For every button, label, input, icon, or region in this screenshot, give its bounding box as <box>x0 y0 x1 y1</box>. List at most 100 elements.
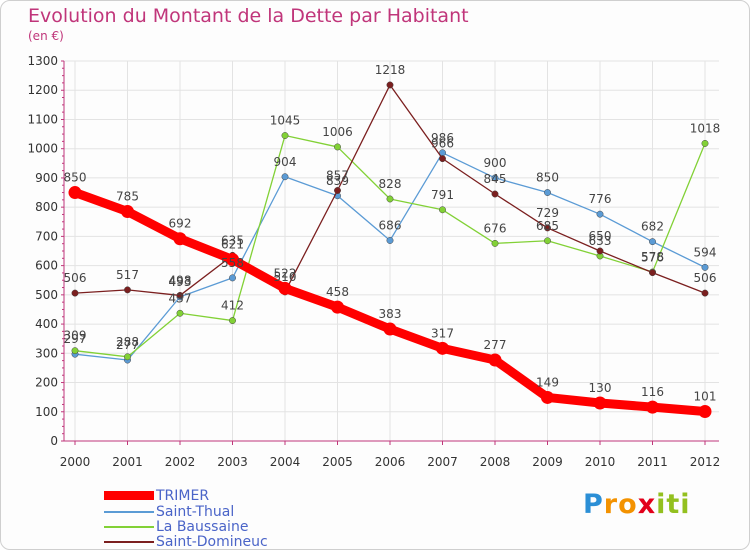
data-label-saint-domineuc: 650 <box>589 229 612 243</box>
data-point-la-baussaine <box>229 317 236 325</box>
data-point-trimer <box>383 322 397 336</box>
data-label-trimer: 277 <box>484 338 507 352</box>
data-point-saint-domineuc <box>176 291 184 299</box>
y-tick-label: 800 <box>35 200 58 214</box>
data-point-trimer <box>593 396 607 410</box>
data-label-la-baussaine: 1018 <box>690 121 721 135</box>
data-point-trimer <box>436 341 449 355</box>
data-point-saint-thual <box>229 274 236 282</box>
data-label-saint-domineuc: 498 <box>169 273 192 287</box>
legend-item-saint-thual: Saint-Thual <box>104 504 234 520</box>
data-label-saint-domineuc: 635 <box>221 233 244 247</box>
data-point-trimer <box>173 232 187 246</box>
data-label-la-baussaine: 828 <box>379 177 402 191</box>
x-tick-label: 2000 <box>60 455 91 469</box>
data-label-la-baussaine: 412 <box>221 299 244 313</box>
legend-item-trimer: TRIMER <box>104 487 210 504</box>
data-point-saint-domineuc <box>544 224 551 232</box>
data-point-la-baussaine <box>176 309 184 317</box>
data-label-saint-domineuc: 857 <box>326 168 349 182</box>
legend-label-trimer: TRIMER <box>156 487 210 504</box>
data-label-trimer: 383 <box>379 307 402 321</box>
data-point-la-baussaine <box>701 139 709 147</box>
data-point-la-baussaine <box>281 132 289 139</box>
data-label-saint-thual: 594 <box>694 245 717 259</box>
y-tick-label: 900 <box>35 171 58 185</box>
data-label-saint-thual: 986 <box>431 131 454 145</box>
data-label-trimer: 101 <box>694 389 717 403</box>
data-point-trimer <box>331 300 344 314</box>
data-point-saint-thual <box>701 263 709 271</box>
chart-title: Evolution du Montant de la Dette par Hab… <box>28 5 469 27</box>
data-label-saint-domineuc: 506 <box>64 271 87 285</box>
data-label-trimer: 850 <box>64 171 87 185</box>
data-label-saint-thual: 297 <box>64 332 87 346</box>
data-label-trimer: 692 <box>169 217 192 231</box>
data-label-la-baussaine: 633 <box>589 234 612 248</box>
data-label-trimer: 317 <box>431 326 454 340</box>
data-label-trimer: 621 <box>221 237 244 251</box>
data-label-la-baussaine: 578 <box>641 250 664 264</box>
data-point-la-baussaine <box>386 195 394 203</box>
legend-swatch-saint-domineuc <box>104 540 154 543</box>
data-point-la-baussaine <box>334 143 341 151</box>
data-label-la-baussaine: 437 <box>169 291 192 305</box>
data-label-trimer: 458 <box>326 285 349 299</box>
x-tick-label: 2002 <box>165 455 196 469</box>
data-label-saint-thual: 900 <box>484 156 507 170</box>
x-tick-label: 2001 <box>112 455 143 469</box>
data-point-saint-domineuc <box>71 289 79 297</box>
data-label-la-baussaine: 676 <box>484 221 507 235</box>
data-label-saint-thual: 839 <box>326 174 349 188</box>
data-label-la-baussaine: 1006 <box>322 125 353 139</box>
y-tick-label: 1000 <box>27 142 58 156</box>
y-tick-label: 0 <box>50 434 58 448</box>
data-point-saint-thual <box>544 189 551 196</box>
x-tick-label: 2005 <box>322 455 353 469</box>
data-label-saint-domineuc: 506 <box>694 271 717 285</box>
data-point-saint-domineuc <box>334 187 341 194</box>
data-point-saint-thual <box>596 210 604 218</box>
data-point-trimer <box>646 400 659 414</box>
legend-swatch-trimer <box>104 491 154 500</box>
data-point-trimer <box>698 404 712 418</box>
y-tick-label: 200 <box>35 376 58 390</box>
data-label-trimer: 785 <box>116 190 139 204</box>
data-label-saint-domineuc: 576 <box>641 251 664 265</box>
data-point-la-baussaine <box>124 353 131 361</box>
data-point-saint-domineuc <box>124 286 131 294</box>
y-tick-label: 1100 <box>27 112 58 126</box>
y-tick-label: 700 <box>35 229 58 243</box>
data-point-saint-thual <box>386 237 394 244</box>
data-point-la-baussaine <box>544 237 551 245</box>
data-point-saint-domineuc <box>649 269 656 277</box>
data-label-saint-domineuc: 845 <box>484 172 507 186</box>
data-point-trimer <box>68 186 82 200</box>
data-point-saint-domineuc <box>491 190 499 198</box>
legend-label-saint-domineuc: Saint-Domineuc <box>156 533 268 550</box>
data-point-saint-thual <box>649 238 656 246</box>
data-label-la-baussaine: 288 <box>116 335 139 349</box>
legend-item-la-baussaine: La Baussaine <box>104 518 249 535</box>
data-point-la-baussaine <box>439 206 446 214</box>
data-label-trimer: 522 <box>274 266 297 280</box>
legend-swatch-saint-thual <box>104 510 154 513</box>
x-tick-label: 2008 <box>480 455 511 469</box>
legend-label-la-baussaine: La Baussaine <box>156 518 249 535</box>
data-point-trimer <box>226 252 239 266</box>
y-tick-label: 600 <box>35 259 58 273</box>
data-point-la-baussaine <box>491 239 499 247</box>
logo-letter: x <box>637 489 657 520</box>
logo-letter: P <box>583 489 604 520</box>
data-label-la-baussaine: 309 <box>64 329 87 343</box>
data-point-trimer <box>121 205 134 219</box>
chart-subtitle: (en €) <box>28 29 64 43</box>
data-label-saint-thual: 686 <box>379 218 402 232</box>
x-tick-label: 2006 <box>375 455 406 469</box>
data-label-trimer: 130 <box>589 381 612 395</box>
x-tick-label: 2012 <box>690 455 721 469</box>
x-tick-label: 2010 <box>585 455 616 469</box>
data-label-saint-domineuc: 517 <box>116 268 139 282</box>
